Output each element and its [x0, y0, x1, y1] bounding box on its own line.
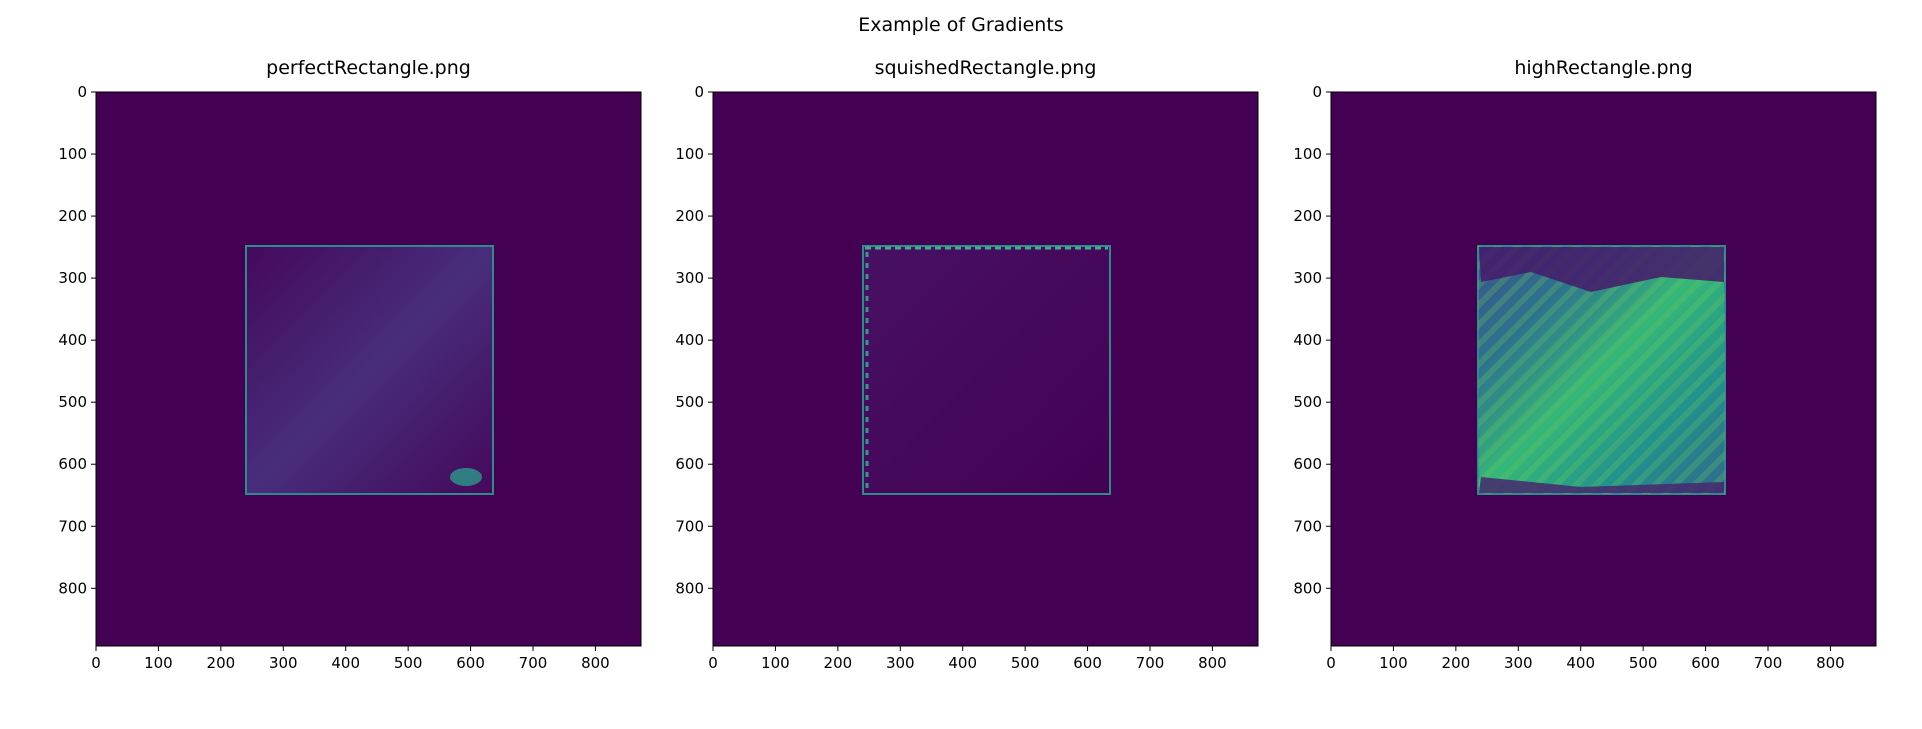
x-tick-label: 800: [581, 654, 610, 672]
x-tick-label: 700: [1136, 654, 1165, 672]
x-tick-label: 600: [1691, 654, 1720, 672]
x-tick-label: 300: [1504, 654, 1533, 672]
y-tick-label: 100: [1293, 145, 1322, 163]
x-tick-label: 300: [269, 654, 298, 672]
y-tick-label: 400: [675, 331, 704, 349]
y-tick-label: 0: [694, 83, 704, 101]
x-tick-label: 0: [91, 654, 101, 672]
x-tick-label: 100: [1379, 654, 1408, 672]
image-region: [450, 468, 482, 486]
y-tick-label: 300: [675, 269, 704, 287]
y-tick-label: 600: [1293, 455, 1322, 473]
y-tick-label: 500: [58, 393, 87, 411]
panel-title: perfectRectangle.png: [266, 57, 471, 79]
x-tick-label: 500: [1011, 654, 1040, 672]
y-tick-label: 600: [58, 455, 87, 473]
axes-frame: [712, 91, 1259, 647]
y-tick-label: 700: [58, 517, 87, 535]
axes-frame: [1330, 91, 1877, 647]
y-tick-label: 200: [675, 207, 704, 225]
x-tick-label: 600: [456, 654, 485, 672]
axes-frame: [95, 91, 642, 647]
y-tick-label: 500: [675, 393, 704, 411]
panel-title: highRectangle.png: [1514, 57, 1692, 79]
image-region: [245, 245, 494, 495]
x-tick-label: 200: [207, 654, 236, 672]
y-tick-label: 800: [1293, 579, 1322, 597]
y-tick-label: 100: [58, 145, 87, 163]
image-region: [1479, 247, 1724, 292]
y-tick-label: 300: [58, 269, 87, 287]
image-region: [862, 245, 1111, 495]
y-tick-label: 800: [58, 579, 87, 597]
x-tick-label: 300: [886, 654, 915, 672]
figure-title: Example of Gradients: [858, 14, 1063, 36]
x-tick-label: 400: [948, 654, 977, 672]
y-tick-label: 0: [1312, 83, 1322, 101]
x-tick-label: 100: [144, 654, 173, 672]
y-tick-label: 700: [675, 517, 704, 535]
y-tick-label: 0: [77, 83, 87, 101]
y-tick-label: 400: [1293, 331, 1322, 349]
panel-title: squishedRectangle.png: [875, 57, 1097, 79]
x-tick-label: 400: [1566, 654, 1595, 672]
panel: squishedRectangle.png 0 100 200 300 400 500 600…: [675, 57, 1259, 672]
x-tick-label: 500: [1629, 654, 1658, 672]
x-tick-label: 400: [331, 654, 360, 672]
y-tick-label: 800: [675, 579, 704, 597]
y-tick-label: 100: [675, 145, 704, 163]
y-tick-label: 400: [58, 331, 87, 349]
y-tick-label: 500: [1293, 393, 1322, 411]
y-tick-label: 200: [58, 207, 87, 225]
x-tick-label: 0: [1326, 654, 1336, 672]
x-tick-label: 800: [1816, 654, 1845, 672]
x-tick-label: 100: [761, 654, 790, 672]
x-tick-label: 600: [1073, 654, 1102, 672]
x-tick-label: 0: [708, 654, 718, 672]
image-region: [1479, 477, 1724, 493]
x-tick-label: 200: [824, 654, 853, 672]
x-tick-label: 500: [394, 654, 423, 672]
y-tick-label: 700: [1293, 517, 1322, 535]
y-tick-label: 200: [1293, 207, 1322, 225]
y-tick-label: 600: [675, 455, 704, 473]
x-tick-label: 700: [1754, 654, 1783, 672]
panel: highRectangle.png 0 100 200 300 400 500 600 700 8…: [1293, 57, 1877, 672]
x-tick-label: 800: [1198, 654, 1227, 672]
panel: perfectRectangle.png 0 100 200 300 400 500 600 7…: [58, 57, 642, 672]
x-tick-label: 700: [519, 654, 548, 672]
x-tick-label: 200: [1442, 654, 1471, 672]
y-tick-label: 300: [1293, 269, 1322, 287]
